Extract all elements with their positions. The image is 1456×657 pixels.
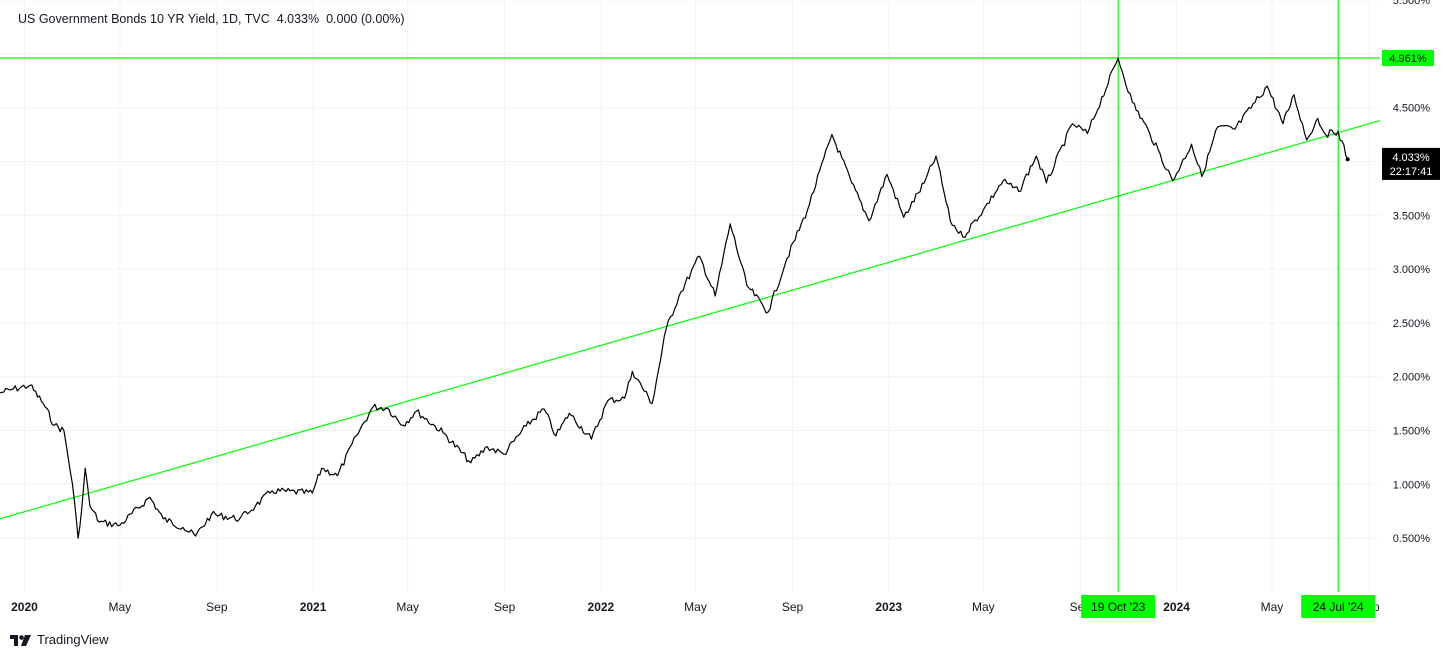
symbol-title[interactable]: US Government Bonds 10 YR Yield, 1D, TVC xyxy=(18,12,270,26)
x-tick-label: May xyxy=(1261,600,1284,614)
y-tick-label: 1.500% xyxy=(1393,426,1431,438)
series-line-us10y xyxy=(0,57,1349,539)
y-tick-label: 4.500% xyxy=(1393,103,1431,115)
chart-legend: US Government Bonds 10 YR Yield, 1D, TVC… xyxy=(18,12,405,26)
y-tick-label: 0.500% xyxy=(1393,533,1431,545)
y-tick-label: 2.000% xyxy=(1393,372,1431,384)
chart-badges: 4.961% 4.033% 22:17:41 19 Oct '23 24 Jul '24 xyxy=(1081,50,1440,618)
last-price-badge-value: 4.033% xyxy=(1392,152,1430,164)
tradingview-logo-icon xyxy=(10,634,31,646)
y-tick-label: 1.000% xyxy=(1393,479,1431,491)
x-axis[interactable]: 2020 May Sep 2021 May Sep 2022 May Sep 2023 May Sep… xyxy=(11,600,1380,614)
date-badge: 19 Oct '23 xyxy=(1081,595,1156,618)
y-tick-label: 2.500% xyxy=(1393,318,1431,330)
level-badge-bg xyxy=(1382,50,1434,67)
chart-grid xyxy=(0,0,1380,592)
x-tick-label: Sep xyxy=(206,600,228,614)
last-price-value: 4.033% xyxy=(276,12,320,26)
level-price-badge: 4.961% xyxy=(1382,50,1434,67)
date-badge-label: 19 Oct '23 xyxy=(1091,600,1146,614)
x-tick-label: 2020 xyxy=(11,600,38,614)
y-tick-label: 5.500% xyxy=(1393,0,1431,7)
x-tick-label: May xyxy=(109,600,132,614)
x-tick-label: 2021 xyxy=(300,600,327,614)
x-tick-label: 2022 xyxy=(588,600,615,614)
x-tick-label: Sep xyxy=(494,600,516,614)
date-badge-label: 24 Jul '24 xyxy=(1313,600,1364,614)
y-tick-label: 3.500% xyxy=(1393,210,1431,222)
x-tick-label: May xyxy=(684,600,707,614)
y-tick-label: 3.000% xyxy=(1393,264,1431,276)
y-axis[interactable]: 0.500% 1.000% 1.500% 2.000% 2.500% 3.000% 3.50… xyxy=(1393,0,1431,545)
chart-series xyxy=(0,57,1350,539)
x-tick-label: May xyxy=(972,600,995,614)
last-price-badge-countdown: 22:17:41 xyxy=(1390,166,1433,178)
tradingview-brand[interactable]: TradingView xyxy=(10,632,109,647)
x-tick-label: Sep xyxy=(782,600,804,614)
level-badge-label: 4.961% xyxy=(1389,53,1427,65)
trendline xyxy=(0,119,1381,520)
chart-overlays xyxy=(0,0,1381,592)
brand-name: TradingView xyxy=(37,632,109,647)
last-price-badge-bg xyxy=(1382,147,1440,180)
date-badge-bg xyxy=(1301,595,1376,618)
price-change: 0.000 (0.00%) xyxy=(326,12,405,26)
x-tick-label: 2023 xyxy=(875,600,902,614)
x-tick-label: May xyxy=(396,600,419,614)
last-point-marker xyxy=(1345,157,1350,162)
date-badge-bg xyxy=(1081,595,1156,618)
last-price-badge: 4.033% 22:17:41 xyxy=(1382,147,1440,180)
date-badge: 24 Jul '24 xyxy=(1301,595,1376,618)
x-tick-label: 2024 xyxy=(1163,600,1190,614)
